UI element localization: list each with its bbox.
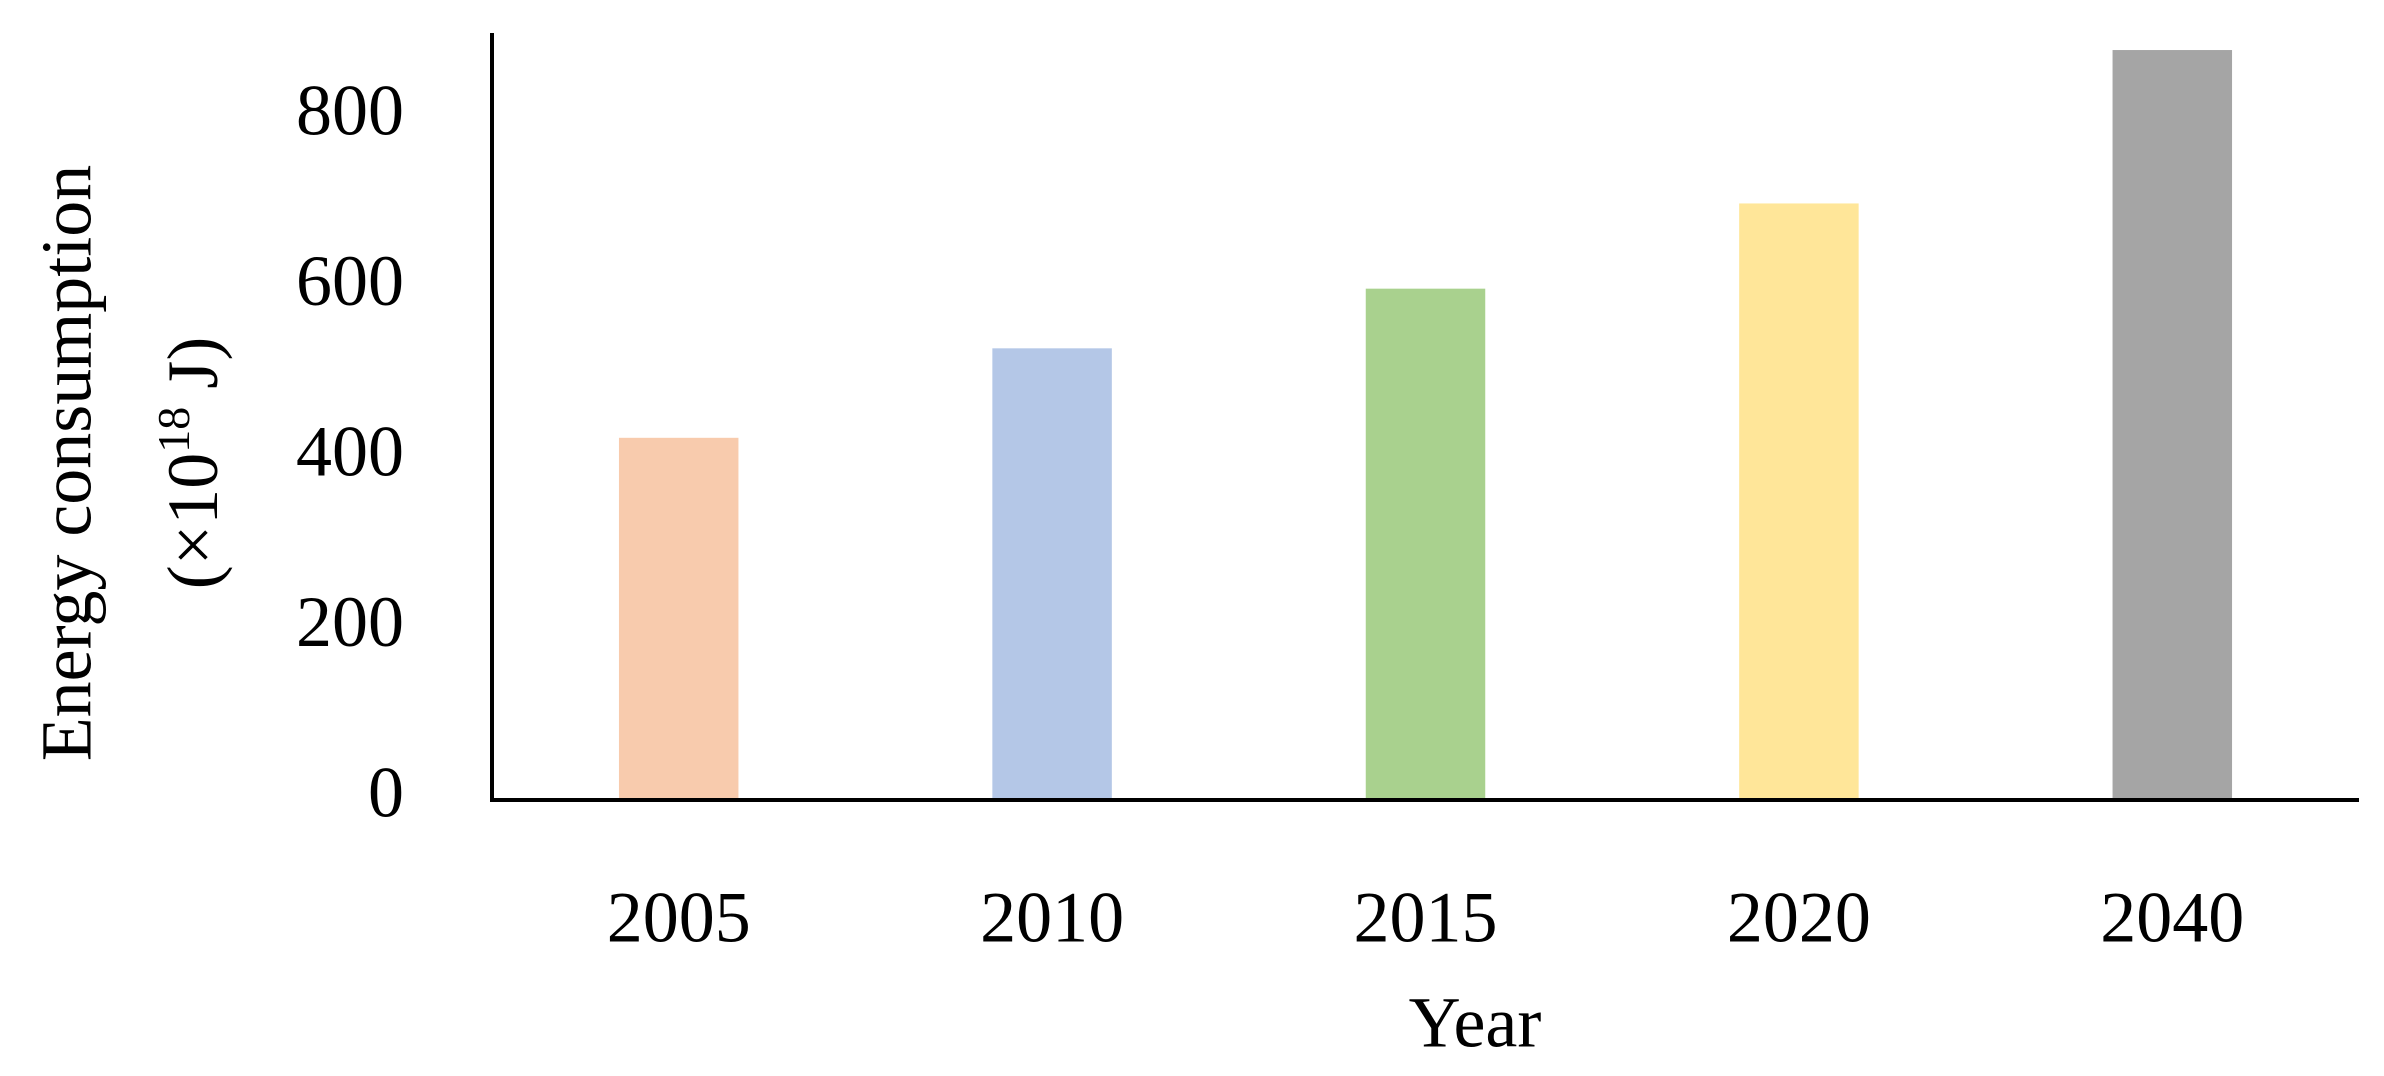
- bar: [1739, 203, 1859, 800]
- x-tick-label: 2020: [1727, 878, 1871, 958]
- x-tick-label: 2005: [607, 878, 751, 958]
- y-axis-unit-exponent: 18: [148, 407, 199, 453]
- y-axis-unit-end: J): [153, 337, 233, 407]
- y-tick-label: 800: [296, 71, 404, 151]
- y-tick-label: 400: [296, 412, 404, 492]
- x-tick-label: 2040: [2100, 878, 2244, 958]
- x-axis-label: Year: [1409, 983, 1542, 1063]
- y-axis-unit-start: (×10: [153, 453, 233, 590]
- x-tick-label: 2015: [1354, 878, 1498, 958]
- y-tick-label: 200: [296, 582, 404, 662]
- bar: [2112, 50, 2233, 801]
- y-axis-unit: (×1018 J): [148, 337, 233, 590]
- x-tick-label: 2010: [980, 878, 1124, 958]
- bar: [992, 348, 1112, 800]
- bar: [618, 437, 739, 800]
- y-axis-label: Energy consumption: [27, 165, 107, 762]
- y-tick-label: 600: [296, 241, 404, 321]
- bar: [1365, 288, 1486, 800]
- y-tick-label: 0: [368, 753, 404, 833]
